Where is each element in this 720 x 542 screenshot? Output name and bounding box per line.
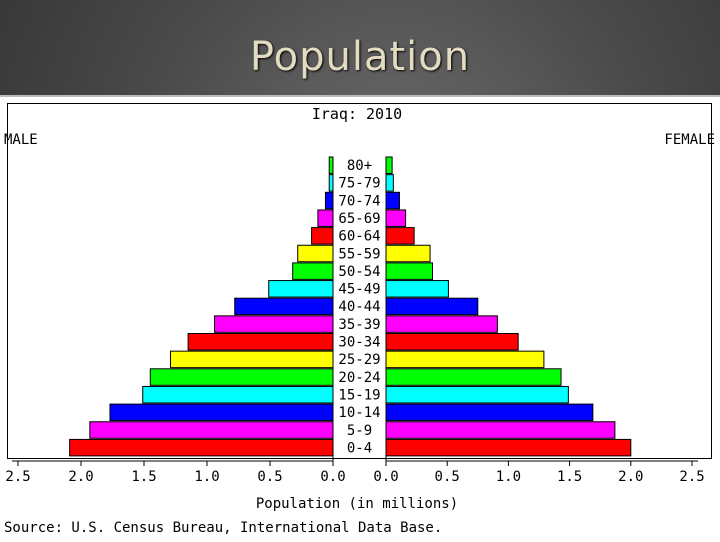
female-bar	[385, 368, 562, 386]
source-note: Source: U.S. Census Bureau, Internationa…	[4, 520, 442, 536]
age-group-label: 60-64	[338, 229, 380, 245]
female-bar	[385, 421, 616, 439]
age-group-label: 45-49	[338, 282, 380, 298]
age-group-label: 35-39	[338, 317, 380, 333]
male-bar	[69, 438, 334, 457]
male-bar	[268, 280, 334, 298]
male-tick-label: 2.5	[5, 469, 30, 485]
male-bar	[142, 385, 334, 404]
male-bar	[187, 333, 334, 351]
population-pyramid-chart: Iraq: 2010 MALE FEMALE Population (in mi…	[4, 103, 715, 536]
female-bar	[385, 174, 394, 192]
male-bar	[109, 403, 334, 422]
female-tick-label: 0.5	[435, 469, 460, 485]
age-group-label: 50-54	[338, 264, 380, 280]
male-tick-label: 2.0	[68, 469, 93, 485]
age-group-label: 25-29	[338, 352, 380, 368]
female-bar	[385, 438, 632, 457]
male-tick-label: 0.0	[320, 469, 345, 485]
age-group-label: 70-74	[338, 193, 380, 209]
age-group-label: 20-24	[338, 370, 380, 386]
male-bar	[149, 368, 334, 386]
plot-frame	[7, 103, 712, 459]
age-group-label: 0-4	[347, 440, 372, 456]
female-bar	[385, 350, 545, 369]
female-bar	[385, 191, 400, 210]
male-bar	[328, 156, 334, 174]
female-tick-label: 2.5	[679, 469, 704, 485]
female-bar	[385, 280, 449, 298]
male-tick-label: 0.5	[257, 469, 282, 485]
male-bar	[89, 421, 334, 439]
age-group-label: 65-69	[338, 211, 380, 227]
male-bar	[297, 244, 334, 263]
female-bar	[385, 209, 407, 227]
male-bar	[234, 297, 334, 316]
x-axis-label: Population (in millions)	[256, 496, 458, 512]
female-bar	[385, 156, 393, 174]
age-group-label: 80+	[347, 158, 372, 174]
age-group-label: 55-59	[338, 246, 380, 262]
male-bar	[292, 262, 334, 280]
female-bar	[385, 403, 594, 422]
female-bar	[385, 227, 415, 245]
female-tick-label: 1.5	[557, 469, 582, 485]
age-group-label: 75-79	[338, 176, 380, 192]
female-bar	[385, 315, 498, 333]
slide-title: Population	[249, 34, 471, 80]
age-group-label: 30-34	[338, 335, 380, 351]
female-bar	[385, 297, 479, 316]
female-label: FEMALE	[664, 132, 715, 148]
male-bar	[317, 209, 334, 227]
age-group-label: 10-14	[338, 405, 380, 421]
male-bar	[214, 315, 334, 333]
female-bar	[385, 244, 431, 263]
chart-title: Iraq: 2010	[312, 105, 402, 123]
age-group-label: 15-19	[338, 387, 380, 403]
female-bar	[385, 262, 434, 280]
male-bar	[324, 191, 334, 210]
male-tick-label: 1.5	[131, 469, 156, 485]
age-group-label: 5-9	[347, 423, 372, 439]
female-bar	[385, 385, 569, 404]
male-bar	[328, 174, 334, 192]
female-tick-label: 2.0	[618, 469, 643, 485]
male-tick-label: 1.0	[194, 469, 219, 485]
female-tick-label: 1.0	[496, 469, 521, 485]
population-pyramid-panel: Iraq: 2010 MALE FEMALE Population (in mi…	[0, 95, 720, 542]
age-group-label: 40-44	[338, 299, 380, 315]
male-bar	[169, 350, 334, 369]
male-bar	[311, 227, 334, 245]
female-bar	[385, 333, 519, 351]
female-tick-label: 0.0	[373, 469, 398, 485]
male-label: MALE	[4, 132, 38, 148]
